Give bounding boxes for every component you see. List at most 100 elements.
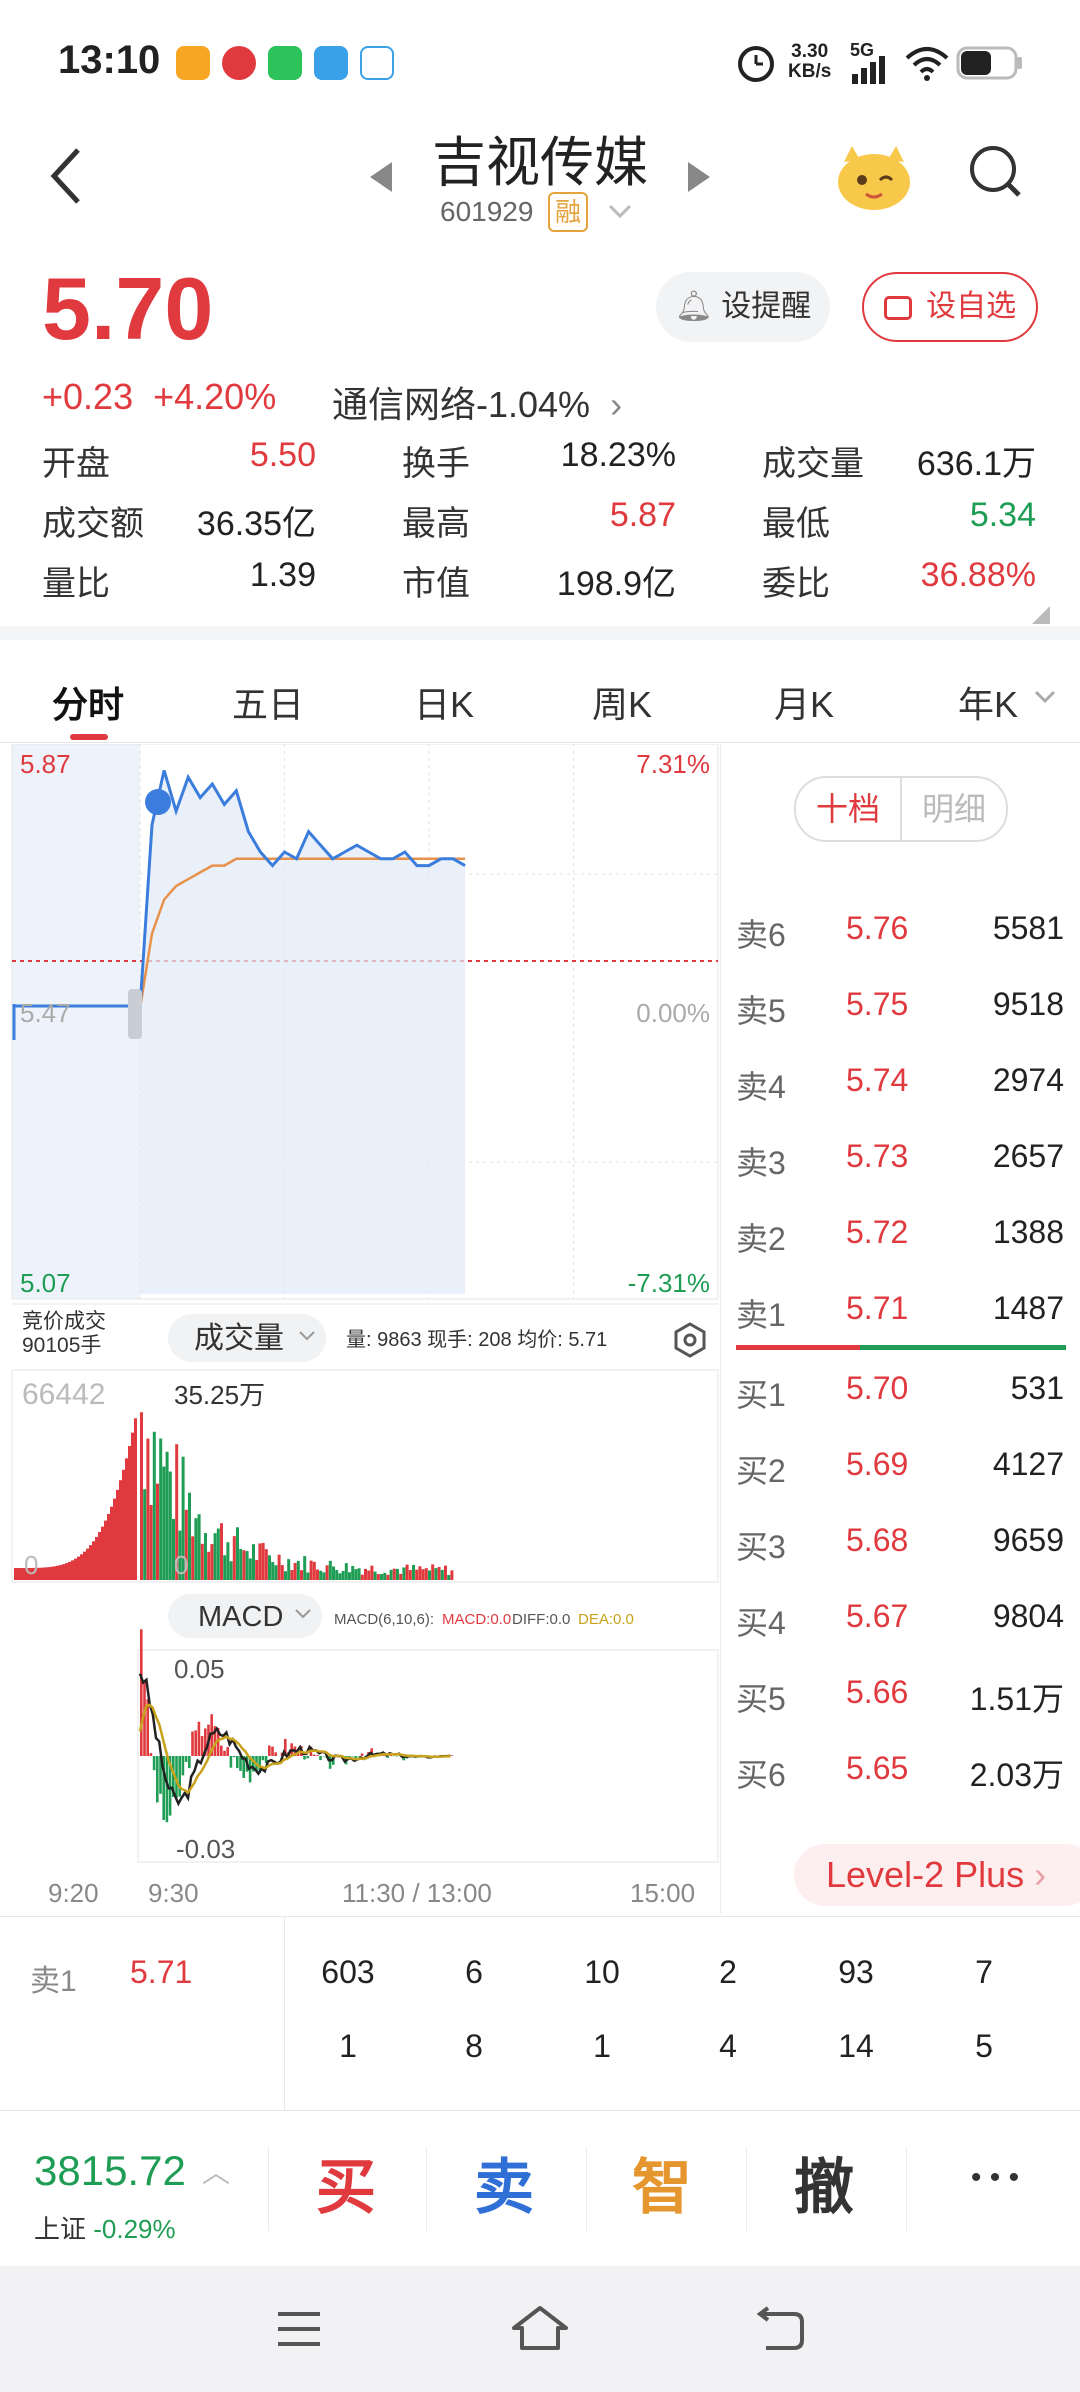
orderbook-toggle: 十档 明细 — [794, 776, 1008, 842]
expand-corner-icon[interactable] — [1032, 606, 1050, 624]
ten-level-tab[interactable]: 十档 — [796, 778, 902, 840]
volume-bar — [131, 1432, 134, 1580]
orderbook-volume: 2657 — [992, 1138, 1064, 1174]
volume-bar — [56, 1565, 59, 1580]
macd-bar — [316, 1755, 319, 1756]
prev-stock-icon[interactable] — [368, 160, 394, 194]
volume-bar — [210, 1544, 214, 1580]
volume-bar — [213, 1533, 217, 1580]
volume-bar — [113, 1498, 116, 1580]
volume-bar — [47, 1567, 50, 1580]
queue-divider — [0, 1916, 1080, 1917]
search-icon[interactable] — [968, 144, 1022, 198]
cancel-order-button[interactable]: 撤 — [794, 2154, 854, 2221]
volume-bar — [184, 1509, 188, 1580]
stat-value: 5.50 — [249, 436, 316, 474]
stat-label: 市值 — [402, 565, 470, 603]
volume-selector[interactable] — [168, 1314, 326, 1362]
orderbook-price: 5.75 — [846, 986, 909, 1022]
back-icon[interactable] — [46, 146, 86, 206]
macd-bar — [450, 1755, 453, 1756]
queue-price: 5.71 — [130, 1954, 193, 1990]
volume-bar — [68, 1561, 71, 1580]
mascot-icon[interactable] — [834, 140, 914, 212]
news-app-icon — [222, 46, 256, 80]
volume-bar — [86, 1548, 89, 1580]
macd-bar — [274, 1752, 277, 1756]
macd-bar — [229, 1756, 233, 1768]
volume-bar — [188, 1492, 191, 1580]
tab-3[interactable]: 周K — [592, 684, 653, 725]
tab-4[interactable]: 月K — [774, 684, 835, 725]
macd-bar — [197, 1721, 201, 1756]
macd-value: MACD:0.0 — [442, 1611, 511, 1628]
bottom-action-bar: 3815.72 ︿ 上证 -0.29% 买 卖 智 撤 • • • — [0, 2110, 1080, 2267]
tab-1[interactable]: 五日 — [232, 684, 305, 725]
chevron-up-icon[interactable]: ︿ — [202, 2157, 231, 2188]
volume-bar — [159, 1438, 163, 1580]
stat-label: 委比 — [762, 565, 830, 603]
volume-selector-label: 成交量 — [194, 1322, 284, 1355]
volume-bar — [437, 1567, 441, 1580]
diff-line — [138, 1673, 451, 1807]
volume-bar — [146, 1438, 150, 1580]
volume-bar — [226, 1542, 230, 1580]
set-alert-button[interactable]: 🔔︎ 设提醒 — [656, 272, 830, 342]
volume-bar — [62, 1564, 65, 1580]
smart-button[interactable]: 智 — [632, 2154, 692, 2221]
orderbook-price: 5.74 — [846, 1062, 909, 1098]
orderbook-level-label: 卖6 — [736, 917, 786, 953]
orderbook-price: 5.71 — [846, 1290, 909, 1326]
tab-0[interactable]: 分时 — [52, 684, 125, 725]
price-change: +0.23 +4.20% — [42, 376, 277, 417]
macd-selector[interactable] — [168, 1594, 322, 1638]
queue-order: 14 — [838, 2028, 874, 2064]
level2-plus-button[interactable]: Level-2 Plus › — [794, 1844, 1080, 1906]
sector-link[interactable]: 通信网络-1.04% › — [332, 384, 623, 425]
buy-button[interactable]: 买 — [316, 2154, 376, 2221]
event-marker-icon[interactable] — [145, 789, 171, 815]
menu-icon[interactable] — [276, 2310, 322, 2348]
volume-bar — [178, 1530, 182, 1580]
more-button[interactable]: • • • — [970, 2161, 1020, 2194]
volume-bar — [296, 1560, 300, 1580]
macd-bar — [360, 1753, 364, 1756]
tab-2[interactable]: 日K — [414, 684, 475, 725]
tab-5[interactable]: 年K — [958, 684, 1019, 725]
volume-zero-right: 0 — [174, 1550, 188, 1580]
chevron-down-icon[interactable] — [608, 204, 632, 220]
queue-order: 1 — [339, 2028, 357, 2064]
add-watchlist-button[interactable]: 设自选 — [862, 272, 1038, 342]
orderbook-volume: 531 — [1010, 1370, 1064, 1406]
detail-tab[interactable]: 明细 — [921, 791, 986, 827]
signal-icon — [852, 56, 885, 84]
home-icon[interactable] — [510, 2304, 570, 2352]
queue-order: 603 — [321, 1954, 375, 1990]
macd-bar — [357, 1756, 361, 1757]
year-k-dropdown-icon[interactable] — [1034, 690, 1056, 704]
volume-bar — [59, 1565, 62, 1580]
index-value[interactable]: 3815.72 — [34, 2147, 186, 2194]
back-nav-icon[interactable] — [756, 2306, 806, 2352]
next-stock-icon[interactable] — [686, 160, 712, 194]
sell-button[interactable]: 卖 — [474, 2154, 534, 2221]
macd-bar — [194, 1730, 197, 1756]
volume-bar — [44, 1567, 47, 1580]
drag-handle[interactable] — [128, 989, 142, 1039]
volume-bar — [26, 1567, 29, 1580]
price-top-label: 5.87 — [20, 749, 71, 779]
pct-top-label: 7.31% — [636, 749, 710, 779]
volume-bar — [293, 1562, 297, 1580]
macd-bar — [159, 1756, 162, 1794]
intraday-chart[interactable]: 5.87 5.47 5.07 7.31% 0.00% -7.31% 竞价成交 9… — [0, 744, 722, 1924]
volume-bar — [264, 1549, 268, 1580]
macd-bar — [184, 1756, 188, 1762]
orderbook-divider — [720, 744, 721, 1914]
volume-bar — [35, 1567, 38, 1580]
x-label-920: 9:20 — [48, 1878, 99, 1908]
volume-bar — [239, 1548, 243, 1580]
macd-bar — [312, 1754, 316, 1756]
volume-bar — [447, 1575, 451, 1580]
pct-mid-label: 0.00% — [636, 998, 710, 1028]
settings-icon[interactable] — [674, 1322, 706, 1358]
